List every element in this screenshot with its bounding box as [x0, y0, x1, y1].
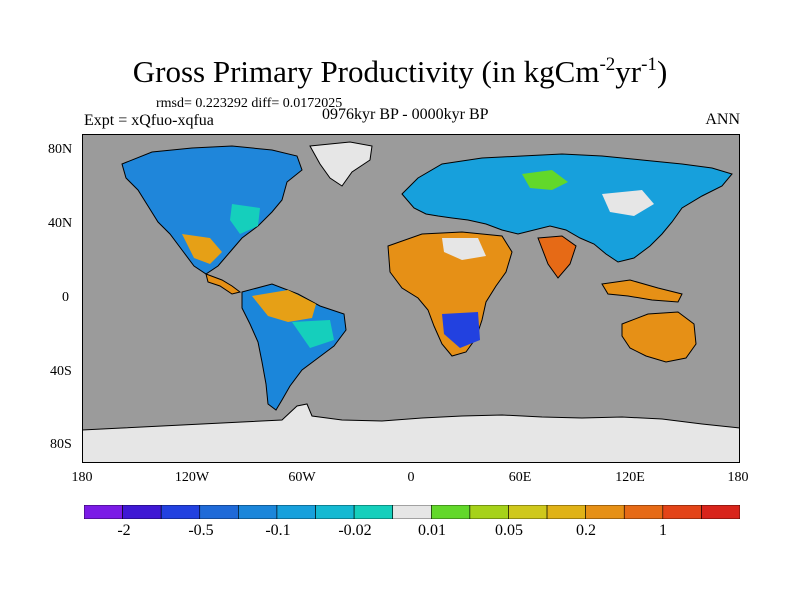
colorbar-swatch [469, 505, 509, 519]
colorbar-swatch [701, 505, 740, 519]
colorbar-swatch [662, 505, 702, 519]
period-label: 0976kyr BP - 0000kyr BP [322, 106, 489, 123]
colorbar-label: 0.01 [418, 522, 446, 539]
na-east [230, 204, 260, 234]
stats-line: rmsd= 0.223292 diff= 0.0172025 [156, 96, 343, 111]
experiment-label: Expt = xQfuo-xqfua [84, 112, 214, 129]
colorbar-swatch [353, 505, 394, 519]
colorbar-label: 0.2 [576, 522, 596, 539]
lon-tick-180w: 180 [71, 470, 93, 485]
world-map [82, 134, 740, 463]
sa-brazil [292, 320, 334, 348]
lat-tick-40n: 40N [48, 216, 73, 231]
lat-tick-40s: 40S [50, 364, 72, 379]
lon-tick-180e: 180 [727, 470, 749, 485]
africa-sahara [442, 238, 486, 260]
season-label: ANN [705, 111, 740, 128]
colorbar-label: 1 [659, 522, 667, 539]
na-southwest [182, 234, 222, 264]
colorbar-swatch [623, 505, 664, 519]
colorbar-swatch [84, 505, 123, 519]
colorbar [84, 505, 740, 519]
lat-tick-80s: 80S [50, 437, 72, 452]
colorbar-swatch [546, 505, 586, 519]
lon-tick-120w: 120W [174, 470, 210, 485]
antarctica [82, 403, 740, 463]
greenland [309, 141, 373, 187]
colorbar-label: -0.1 [265, 522, 291, 539]
india [537, 235, 577, 279]
eurasia [401, 153, 733, 263]
colorbar-label: -0.5 [188, 522, 214, 539]
colorbar-swatch [238, 505, 278, 519]
colorbar-swatch [585, 505, 625, 519]
north-america [121, 145, 303, 275]
lon-tick-60e: 60E [508, 470, 532, 485]
colorbar-swatch [122, 505, 162, 519]
lat-tick-80n: 80N [48, 142, 73, 157]
eurasia-green [522, 170, 568, 190]
colorbar-swatch [392, 505, 432, 519]
map-frame [82, 134, 740, 463]
colorbar-swatch [199, 505, 239, 519]
colorbar-swatch [508, 505, 548, 519]
australia [621, 311, 697, 363]
lon-tick-60w: 60W [288, 470, 316, 485]
colorbar-swatch [276, 505, 316, 519]
africa-south [442, 312, 480, 348]
lat-tick-0: 0 [62, 290, 69, 305]
colorbar-label: 0.05 [495, 522, 523, 539]
figure-title: Gross Primary Productivity (in kgCm-2yr-… [132, 54, 668, 89]
colorbar-swatch [315, 505, 355, 519]
eurasia-white [602, 190, 654, 216]
colorbar-label: -2 [117, 522, 131, 539]
indonesia [601, 279, 683, 303]
sa-amazon [252, 290, 316, 322]
colorbar-swatch [430, 505, 471, 519]
colorbar-label: -0.02 [338, 522, 372, 539]
lon-tick-0: 0 [407, 470, 415, 485]
colorbar-swatch [160, 505, 201, 519]
lon-tick-120e: 120E [615, 470, 645, 485]
central-america [205, 273, 242, 295]
